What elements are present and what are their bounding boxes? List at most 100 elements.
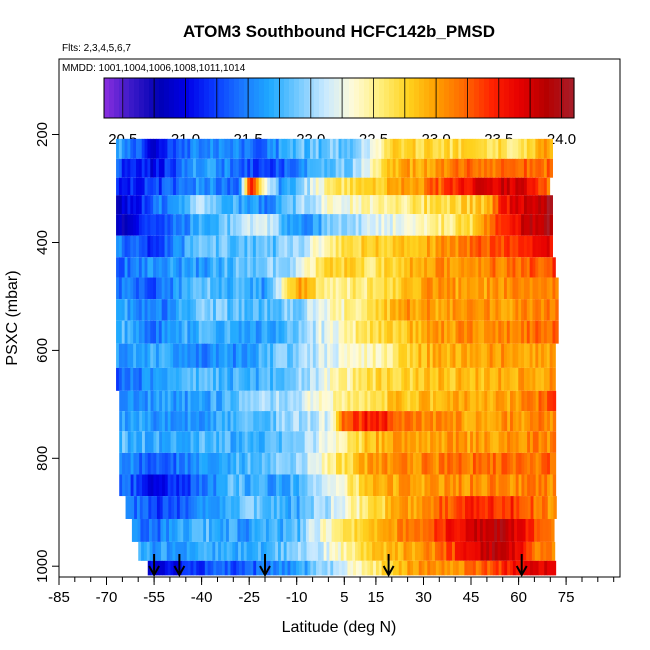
- profile-arrow-head: [259, 565, 271, 578]
- heatmap-cell: [121, 235, 126, 258]
- heatmap-cell: [338, 277, 342, 300]
- heatmap-cell: [144, 158, 148, 178]
- heatmap-cell: [524, 474, 528, 497]
- heatmap-cell: [344, 474, 348, 497]
- heatmap-cell: [433, 496, 437, 519]
- heatmap-cell: [455, 214, 459, 236]
- heatmap-cell: [352, 299, 357, 321]
- heatmap-cell: [498, 390, 502, 412]
- heatmap-cell: [276, 390, 280, 412]
- heatmap-cell: [487, 411, 491, 432]
- heatmap-cell: [551, 518, 555, 542]
- heatmap-cell: [270, 277, 274, 300]
- heatmap-cell: [506, 235, 511, 258]
- heatmap-cell: [373, 452, 377, 475]
- heatmap-cell: [329, 214, 334, 236]
- heatmap-cell: [524, 496, 529, 519]
- heatmap-cell: [190, 299, 194, 321]
- heatmap-cell: [290, 431, 294, 453]
- heatmap-cell: [323, 541, 327, 561]
- heatmap-cell: [422, 496, 426, 519]
- heatmap-cell: [521, 177, 525, 196]
- heatmap-cell: [381, 431, 385, 453]
- heatmap-cell: [161, 138, 166, 159]
- heatmap-cell: [464, 411, 468, 432]
- heatmap-cell: [327, 177, 331, 196]
- heatmap-cell: [341, 195, 345, 215]
- heatmap-cell: [364, 367, 368, 391]
- heatmap-cell: [261, 158, 265, 178]
- heatmap-cell: [239, 560, 243, 576]
- heatmap-cell: [190, 177, 194, 196]
- heatmap-cell: [179, 474, 183, 497]
- heatmap-cell: [121, 195, 126, 215]
- heatmap-cell: [409, 277, 414, 300]
- y-tick-label: 200: [34, 122, 51, 147]
- heatmap-cell: [397, 541, 402, 561]
- heatmap-cell: [498, 277, 502, 300]
- heatmap-cell: [526, 195, 531, 215]
- heatmap-cell: [412, 235, 417, 258]
- heatmap-cell: [216, 474, 220, 497]
- heatmap-cell: [470, 496, 475, 519]
- heatmap-cell: [361, 195, 365, 215]
- heatmap-cell: [298, 474, 303, 497]
- heatmap-cell: [272, 541, 276, 561]
- heatmap-cell: [452, 235, 456, 258]
- heatmap-cell: [478, 474, 482, 497]
- heatmap-cell: [438, 431, 443, 453]
- heatmap-cell: [255, 177, 260, 196]
- heatmap-cell: [327, 390, 331, 412]
- heatmap-cell: [177, 518, 181, 542]
- heatmap-cell: [395, 452, 400, 475]
- colorbar-cell: [549, 78, 555, 118]
- heatmap-cell: [338, 257, 342, 278]
- heatmap-cell: [211, 518, 216, 542]
- heatmap-cell: [312, 343, 317, 368]
- heatmap-cell: [534, 518, 538, 542]
- heatmap-cell: [367, 195, 371, 215]
- heatmap-cell: [292, 541, 296, 561]
- heatmap-cell: [435, 257, 439, 278]
- heatmap-cell: [441, 257, 445, 278]
- heatmap-cell: [142, 452, 146, 475]
- heatmap-cell: [318, 235, 322, 258]
- heatmap-cell: [384, 158, 388, 178]
- heatmap-cell: [504, 411, 508, 432]
- heatmap-cell: [130, 320, 134, 344]
- heatmap-cell: [233, 277, 237, 300]
- heatmap-cell: [257, 518, 261, 542]
- heatmap-cell: [330, 560, 334, 576]
- colorbar-cell: [479, 78, 485, 118]
- heatmap-cell: [458, 320, 462, 344]
- heatmap-cell: [487, 474, 491, 497]
- heatmap-cell: [121, 277, 126, 300]
- heatmap-cell: [235, 195, 240, 215]
- heatmap-cell: [538, 367, 542, 391]
- heatmap-cell: [350, 474, 354, 497]
- heatmap-cell: [175, 177, 180, 196]
- heatmap-cell: [432, 320, 437, 344]
- heatmap-cell: [147, 299, 151, 321]
- heatmap-cell: [193, 452, 197, 475]
- heatmap-cell: [181, 195, 186, 215]
- heatmap-cell: [455, 138, 459, 159]
- heatmap-cell: [390, 496, 395, 519]
- heatmap-cell: [423, 541, 427, 561]
- heatmap-cell: [284, 320, 288, 344]
- heatmap-cell: [538, 138, 542, 159]
- heatmap-cell: [321, 277, 325, 300]
- heatmap-cell: [244, 177, 248, 196]
- heatmap-cell: [323, 518, 327, 542]
- heatmap-cell: [324, 320, 328, 344]
- colorbar-cell: [354, 78, 360, 118]
- heatmap-cell: [401, 320, 405, 344]
- heatmap-cell: [284, 411, 289, 432]
- heatmap-cell: [153, 214, 157, 236]
- heatmap-cell: [321, 257, 325, 278]
- heatmap-cell: [230, 177, 234, 196]
- heatmap-cell: [127, 343, 131, 368]
- heatmap-cell: [178, 541, 182, 561]
- heatmap-cell: [433, 474, 437, 497]
- heatmap-cell: [235, 320, 240, 344]
